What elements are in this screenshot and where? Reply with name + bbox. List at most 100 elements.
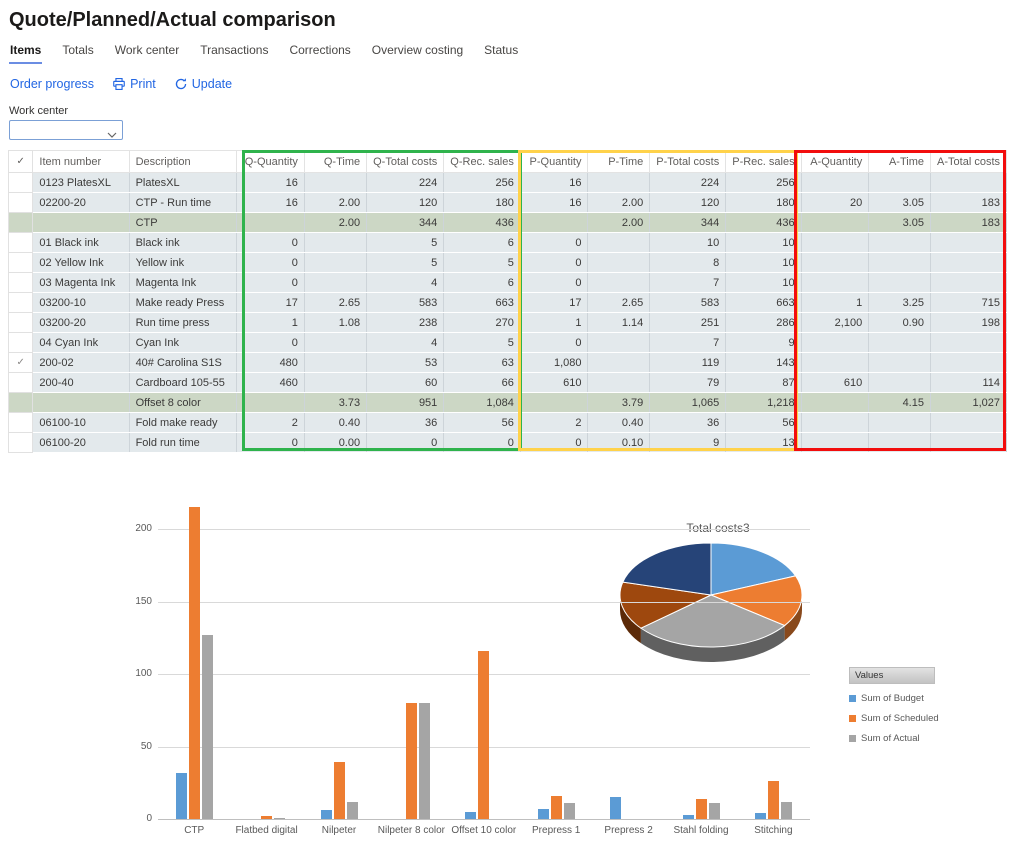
value-cell[interactable]: 3.05 [868,212,931,233]
row-checkbox[interactable] [7,232,34,253]
row-checkbox[interactable] [7,372,34,393]
tab-items[interactable]: Items [9,41,43,64]
value-cell[interactable] [587,252,651,273]
value-cell[interactable] [868,332,931,353]
item-number-cell[interactable]: 200-02 [32,352,130,373]
value-cell[interactable] [304,272,368,293]
value-cell[interactable]: 256 [725,172,802,193]
item-number-cell[interactable]: 03200-20 [32,312,130,333]
value-cell[interactable]: 4.15 [868,392,931,413]
value-cell[interactable]: 4 [366,272,445,293]
value-cell[interactable]: 0 [236,432,305,453]
description-cell[interactable]: Make ready Press [129,292,237,313]
tab-corrections[interactable]: Corrections [289,43,351,57]
col-header-p-quantity[interactable]: P-Quantity [519,150,589,173]
value-cell[interactable]: 224 [649,172,727,193]
row-checkbox[interactable]: ✓ [7,352,34,373]
row-checkbox[interactable] [7,252,34,273]
value-cell[interactable]: 1,027 [930,392,1008,413]
value-cell[interactable] [304,172,368,193]
value-cell[interactable]: 1.08 [304,312,368,333]
col-header-a-quantity[interactable]: A-Quantity [800,150,870,173]
value-cell[interactable]: 10 [725,252,802,273]
value-cell[interactable]: 7 [649,332,727,353]
legend-header[interactable]: Values [849,667,935,684]
value-cell[interactable] [930,332,1008,353]
value-cell[interactable]: 0 [236,332,305,353]
value-cell[interactable]: 1,065 [649,392,727,413]
legend-item-sum-of-actual[interactable]: Sum of Actual [849,733,969,744]
value-cell[interactable] [930,412,1008,433]
value-cell[interactable] [868,172,931,193]
value-cell[interactable]: 183 [930,192,1008,213]
value-cell[interactable]: 5 [366,232,445,253]
value-cell[interactable] [520,212,589,233]
value-cell[interactable]: 2.65 [304,292,368,313]
col-header-a-time[interactable]: A-Time [868,150,931,173]
item-number-cell[interactable]: 02 Yellow Ink [32,252,130,273]
value-cell[interactable]: 663 [725,292,802,313]
col-header-a-total-costs[interactable]: A-Total costs [929,150,1008,173]
value-cell[interactable] [304,252,368,273]
value-cell[interactable]: 2.00 [587,192,651,213]
value-cell[interactable]: 63 [443,352,521,373]
value-cell[interactable]: 1,080 [520,352,589,373]
value-cell[interactable]: 17 [236,292,305,313]
value-cell[interactable]: 87 [725,372,802,393]
value-cell[interactable] [801,212,870,233]
value-cell[interactable] [587,272,651,293]
value-cell[interactable]: 3.79 [587,392,651,413]
value-cell[interactable]: 2.00 [304,192,368,213]
col-header-p-rec-sales[interactable]: P-Rec. sales [725,150,802,173]
value-cell[interactable]: 2,100 [801,312,870,333]
value-cell[interactable]: 0.40 [304,412,368,433]
item-number-cell[interactable]: 0123 PlatesXL [32,172,130,193]
value-cell[interactable] [868,372,931,393]
description-cell[interactable]: Cyan Ink [129,332,237,353]
value-cell[interactable]: 344 [649,212,727,233]
value-cell[interactable] [930,252,1008,273]
value-cell[interactable]: 13 [725,432,802,453]
tab-status[interactable]: Status [484,43,519,57]
value-cell[interactable] [304,232,368,253]
value-cell[interactable]: 56 [443,412,521,433]
description-cell[interactable]: Fold run time [129,432,237,453]
tab-work-center[interactable]: Work center [114,43,180,57]
description-cell[interactable]: Magenta Ink [129,272,237,293]
value-cell[interactable]: 9 [649,432,727,453]
item-number-cell[interactable] [32,212,130,233]
value-cell[interactable]: 6 [443,272,521,293]
col-header-q-quantity[interactable]: Q-Quantity [235,150,305,173]
value-cell[interactable]: 20 [801,192,870,213]
value-cell[interactable] [304,372,368,393]
value-cell[interactable]: 2.00 [304,212,368,233]
value-cell[interactable]: 0 [236,252,305,273]
value-cell[interactable]: 143 [725,352,802,373]
value-cell[interactable]: 79 [649,372,727,393]
value-cell[interactable] [930,232,1008,253]
col-header-q-total-costs[interactable]: Q-Total costs [366,150,445,173]
description-cell[interactable]: Yellow ink [129,252,237,273]
tab-overview-costing[interactable]: Overview costing [371,43,464,57]
value-cell[interactable]: 0 [520,232,589,253]
value-cell[interactable] [587,372,651,393]
value-cell[interactable] [868,272,931,293]
row-checkbox[interactable] [7,392,34,413]
description-cell[interactable]: Run time press [129,312,237,333]
value-cell[interactable]: 2.00 [587,212,651,233]
tab-transactions[interactable]: Transactions [200,43,269,57]
value-cell[interactable]: 114 [930,372,1008,393]
value-cell[interactable] [801,252,870,273]
row-checkbox[interactable] [7,192,34,213]
value-cell[interactable] [587,232,651,253]
value-cell[interactable] [801,432,870,453]
value-cell[interactable] [304,352,368,373]
value-cell[interactable]: 6 [443,232,521,253]
update-button[interactable]: Update [174,77,232,91]
value-cell[interactable]: 238 [366,312,445,333]
print-button[interactable]: Print [112,77,156,91]
row-checkbox[interactable] [7,312,34,333]
value-cell[interactable]: 119 [649,352,727,373]
value-cell[interactable] [587,352,651,373]
value-cell[interactable]: 583 [649,292,727,313]
